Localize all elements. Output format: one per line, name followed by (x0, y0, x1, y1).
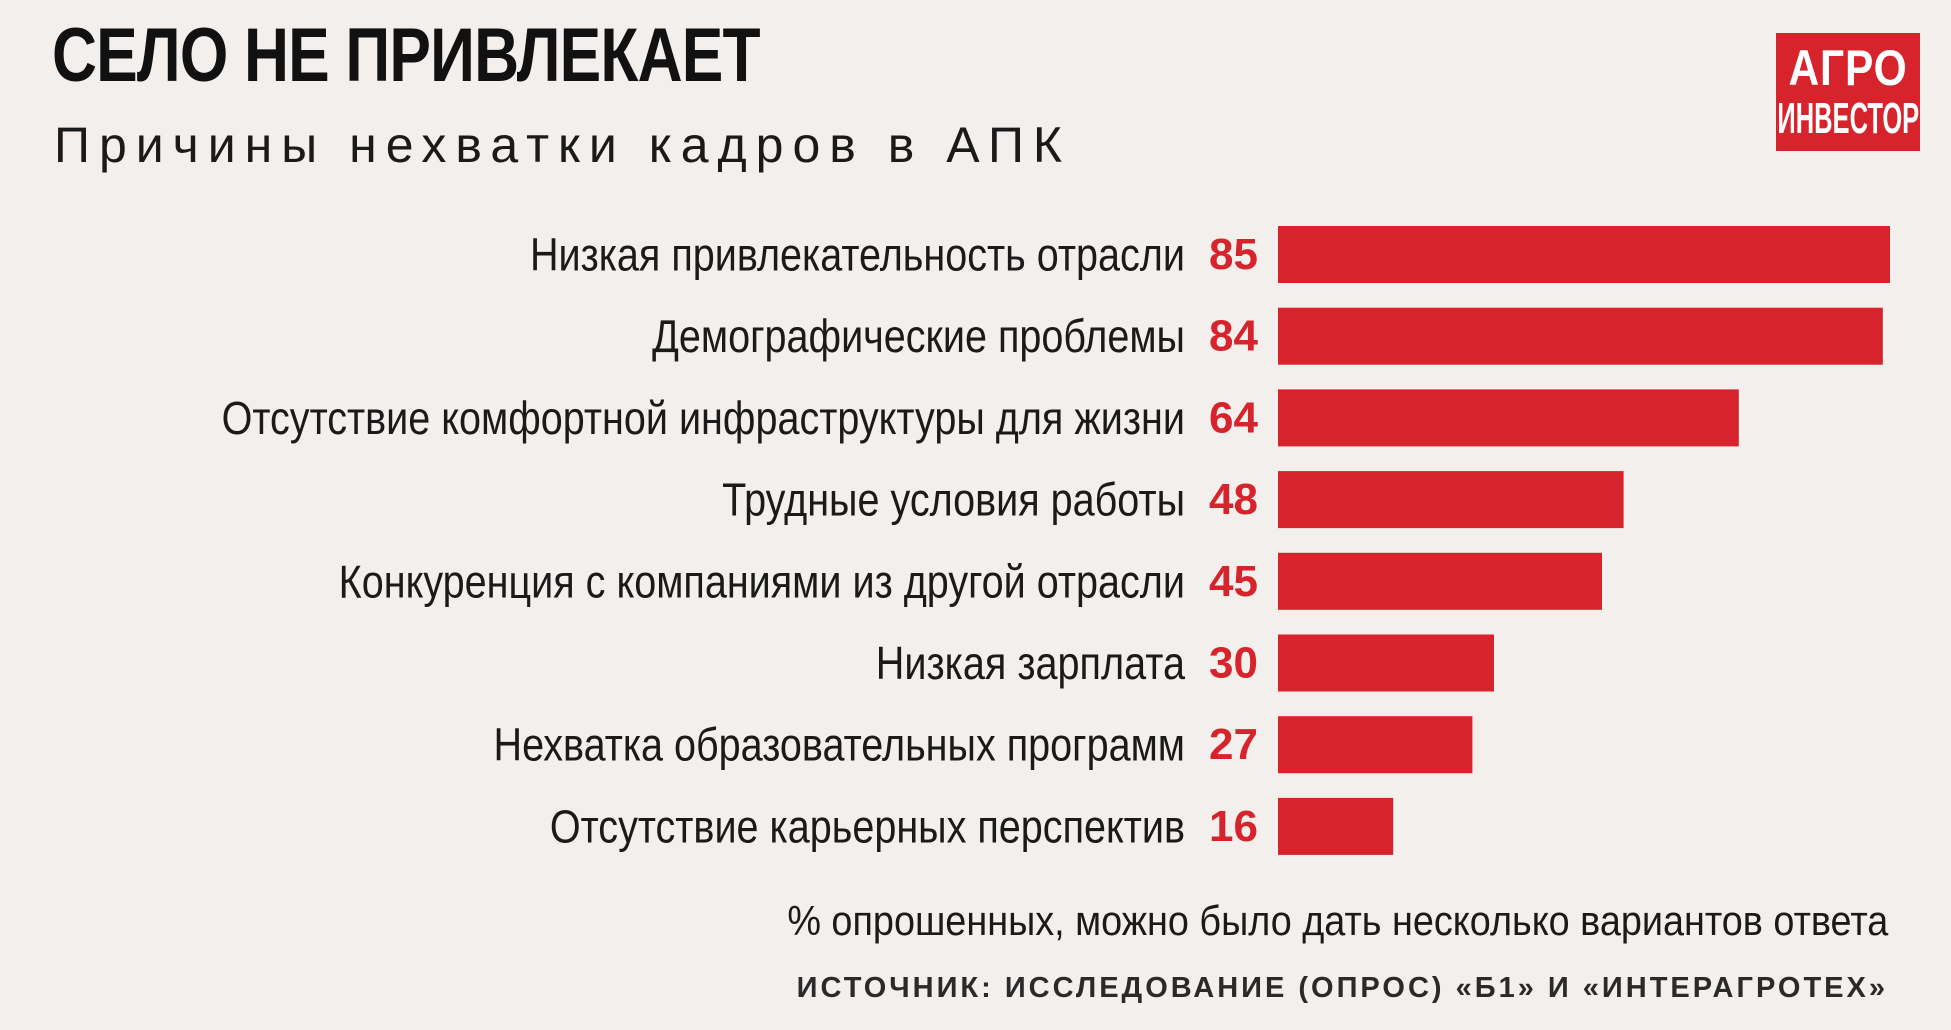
category-label-8: Отсутствие карьерных перспектив (550, 800, 1185, 852)
bar-3 (1278, 389, 1739, 447)
category-label-4: Трудные условия работы (722, 474, 1185, 526)
value-label-3: 64 (1209, 393, 1258, 442)
bar-8 (1278, 797, 1394, 855)
bar-4 (1278, 471, 1624, 529)
bar-7 (1278, 716, 1473, 774)
bar-5 (1278, 552, 1602, 610)
bar-6 (1278, 634, 1494, 692)
category-label-6: Низкая зарплата (876, 637, 1186, 689)
chart-subtitle: Причины нехватки кадров в АПК (54, 117, 1072, 173)
value-label-1: 85 (1209, 230, 1258, 279)
category-label-1: Низкая привлекательность отрасли (530, 229, 1185, 281)
value-label-8: 16 (1209, 802, 1258, 851)
logo-line-2: ИНВЕСТОР (1777, 94, 1919, 143)
category-label-3: Отсутствие комфортной инфраструктуры для… (222, 392, 1185, 444)
category-label-5: Конкуренция с компаниями из другой отрас… (339, 555, 1185, 607)
bar-2 (1278, 307, 1883, 365)
category-label-2: Демографические проблемы (652, 310, 1185, 362)
value-label-5: 45 (1209, 557, 1258, 606)
units-note: % опрошенных, можно было дать несколько … (787, 897, 1888, 944)
bar-1 (1278, 226, 1890, 283)
bar-chart: 85 Низкая привлекательность отрасли 84 Демо… (222, 226, 1890, 855)
value-label-7: 27 (1209, 720, 1258, 769)
value-label-2: 84 (1209, 312, 1258, 361)
category-label-7: Нехватка образовательных программ (494, 719, 1185, 771)
agroinvestor-logo: АГРО ИНВЕСТОР (1776, 33, 1920, 151)
chart-title: СЕЛО НЕ ПРИВЛЕКАЕТ (52, 13, 761, 98)
value-label-4: 48 (1209, 475, 1258, 524)
logo-line-1: АГРО (1788, 40, 1908, 96)
source-note: ИСТОЧНИК: ИССЛЕДОВАНИЕ (ОПРОС) «Б1» И «И… (796, 972, 1888, 1004)
value-label-6: 30 (1209, 639, 1258, 688)
